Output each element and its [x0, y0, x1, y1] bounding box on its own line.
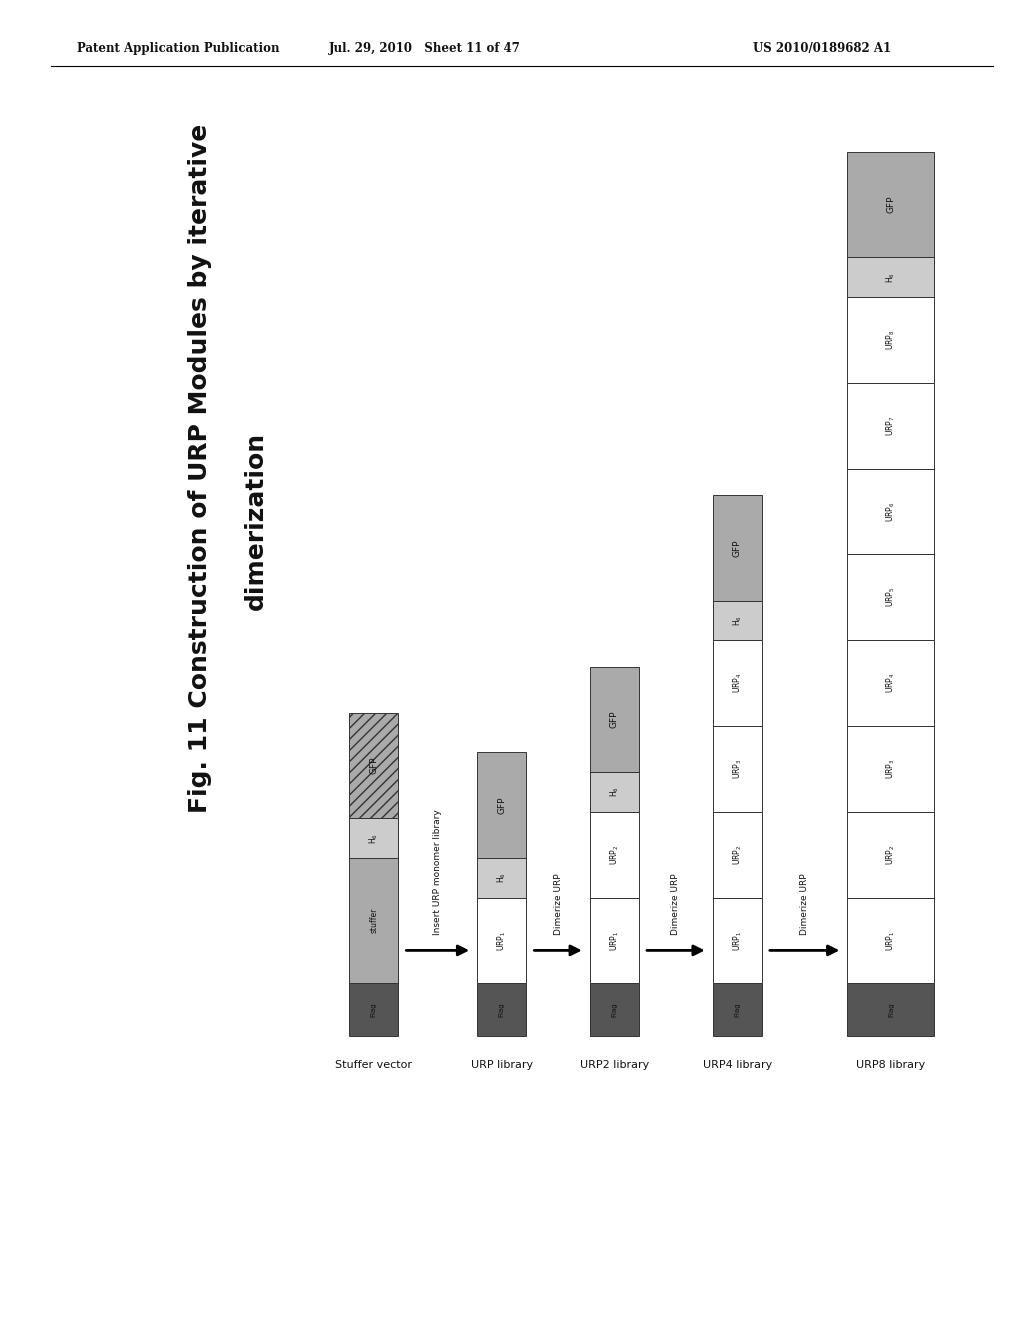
Bar — [848, 640, 934, 726]
Text: US 2010/0189682 A1: US 2010/0189682 A1 — [753, 42, 891, 55]
Bar — [349, 818, 398, 858]
Text: Dimerize URP: Dimerize URP — [800, 873, 809, 935]
Bar — [477, 752, 526, 858]
Text: URP2 library: URP2 library — [580, 1060, 649, 1071]
Text: Fig. 11 Construction of URP Modules by iterative: Fig. 11 Construction of URP Modules by i… — [187, 124, 212, 813]
Bar — [477, 983, 526, 1036]
Text: Flag: Flag — [371, 1002, 377, 1018]
Bar — [477, 858, 526, 898]
Bar — [349, 983, 398, 1036]
Bar — [848, 812, 934, 898]
Text: Dimerize URP: Dimerize URP — [672, 873, 680, 935]
Bar — [349, 713, 398, 818]
Bar — [713, 983, 762, 1036]
Text: GFP: GFP — [370, 756, 378, 775]
Text: Stuffer vector: Stuffer vector — [335, 1060, 413, 1071]
Text: Patent Application Publication: Patent Application Publication — [77, 42, 280, 55]
Text: GFP: GFP — [610, 710, 618, 729]
Bar — [713, 726, 762, 812]
Text: H$_6$: H$_6$ — [496, 873, 508, 883]
Text: GFP: GFP — [733, 539, 741, 557]
Bar — [713, 495, 762, 601]
Bar — [713, 898, 762, 983]
Text: URP$_{2}$: URP$_{2}$ — [885, 845, 897, 865]
Text: URP$_{4}$: URP$_{4}$ — [731, 673, 743, 693]
Text: GFP: GFP — [498, 796, 506, 814]
Bar — [848, 297, 934, 383]
Bar — [477, 898, 526, 983]
Text: Flag: Flag — [734, 1002, 740, 1018]
Bar — [713, 812, 762, 898]
Text: URP8 library: URP8 library — [856, 1060, 926, 1071]
Bar — [848, 152, 934, 257]
Text: GFP: GFP — [887, 195, 895, 214]
Text: H$_6$: H$_6$ — [885, 272, 897, 282]
Text: URP$_{1}$: URP$_{1}$ — [608, 931, 621, 950]
Bar — [848, 383, 934, 469]
Bar — [590, 667, 639, 772]
Text: URP$_{1}$: URP$_{1}$ — [885, 931, 897, 950]
Text: URP$_{1}$: URP$_{1}$ — [496, 931, 508, 950]
Bar — [590, 812, 639, 898]
Text: Dimerize URP: Dimerize URP — [554, 873, 562, 935]
Bar — [713, 601, 762, 640]
Bar — [848, 554, 934, 640]
Text: H$_6$: H$_6$ — [608, 787, 621, 797]
Text: URP$_{8}$: URP$_{8}$ — [885, 330, 897, 350]
Text: stuffer: stuffer — [370, 908, 378, 933]
Bar — [848, 469, 934, 554]
Bar — [590, 898, 639, 983]
Text: URP library: URP library — [471, 1060, 532, 1071]
Text: URP$_{2}$: URP$_{2}$ — [608, 845, 621, 865]
Bar — [848, 898, 934, 983]
Text: URP$_{5}$: URP$_{5}$ — [885, 587, 897, 607]
Bar — [848, 726, 934, 812]
Text: Flag: Flag — [611, 1002, 617, 1018]
Text: Flag: Flag — [888, 1002, 894, 1018]
Bar — [848, 983, 934, 1036]
Bar — [349, 858, 398, 983]
Text: URP4 library: URP4 library — [702, 1060, 772, 1071]
Text: URP$_{7}$: URP$_{7}$ — [885, 416, 897, 436]
Text: H$_6$: H$_6$ — [731, 615, 743, 626]
Text: URP$_{2}$: URP$_{2}$ — [731, 845, 743, 865]
Text: Jul. 29, 2010   Sheet 11 of 47: Jul. 29, 2010 Sheet 11 of 47 — [329, 42, 521, 55]
Text: URP$_{1}$: URP$_{1}$ — [731, 931, 743, 950]
Text: URP$_{6}$: URP$_{6}$ — [885, 502, 897, 521]
Bar — [590, 772, 639, 812]
Text: Flag: Flag — [499, 1002, 505, 1018]
Text: URP$_{3}$: URP$_{3}$ — [885, 759, 897, 779]
Text: H$_6$: H$_6$ — [368, 833, 380, 843]
Bar — [713, 640, 762, 726]
Text: Insert URP monomer library: Insert URP monomer library — [433, 809, 442, 935]
Text: dimerization: dimerization — [244, 433, 268, 610]
Text: URP$_{3}$: URP$_{3}$ — [731, 759, 743, 779]
Text: URP$_{4}$: URP$_{4}$ — [885, 673, 897, 693]
Bar — [590, 983, 639, 1036]
Bar — [848, 257, 934, 297]
